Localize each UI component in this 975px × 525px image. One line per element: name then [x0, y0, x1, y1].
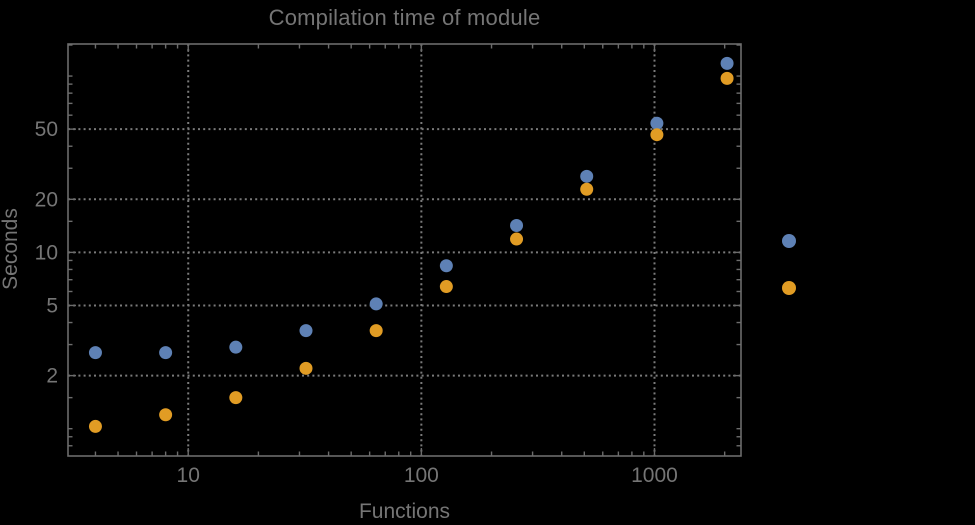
data-point-blue-x16 [229, 340, 243, 354]
x-tick-label-100: 100 [404, 464, 439, 487]
data-point-orange-x16 [229, 391, 243, 405]
data-point-orange-x32 [299, 361, 313, 375]
data-point-blue-x512 [580, 169, 594, 183]
data-point-orange-x4 [88, 419, 102, 433]
data-point-orange-x8 [159, 408, 173, 422]
data-point-blue-x128 [439, 259, 453, 273]
y-tick-label-50: 50 [35, 118, 58, 141]
data-point-orange-x64 [369, 324, 383, 338]
data-point-blue-x1024 [650, 116, 664, 130]
data-point-blue-x256 [510, 219, 524, 233]
data-point-blue-x4 [88, 346, 102, 360]
data-point-blue-x64 [369, 297, 383, 311]
legend-marker-orange [782, 281, 796, 295]
data-point-orange-x1024 [650, 128, 664, 142]
data-point-orange-x256 [510, 232, 524, 246]
plot-frame [67, 43, 742, 457]
legend-marker-blue [782, 234, 796, 248]
data-point-blue-x8 [159, 346, 173, 360]
y-tick-label-2: 2 [46, 365, 58, 388]
data-point-orange-x2048 [720, 71, 734, 85]
x-tick-label-1000: 1000 [631, 464, 678, 487]
y-tick-label-20: 20 [35, 188, 58, 211]
data-point-blue-x32 [299, 324, 313, 338]
data-point-blue-x2048 [720, 56, 734, 70]
data-point-orange-x128 [439, 280, 453, 294]
y-tick-label-10: 10 [35, 241, 58, 264]
data-point-orange-x512 [580, 182, 594, 196]
chart-title: Compilation time of module [268, 5, 541, 30]
x-axis-label: Functions [358, 500, 451, 523]
y-tick-label-5: 5 [46, 294, 58, 317]
y-axis-label: Seconds [0, 208, 22, 290]
x-tick-label-10: 10 [177, 464, 200, 487]
